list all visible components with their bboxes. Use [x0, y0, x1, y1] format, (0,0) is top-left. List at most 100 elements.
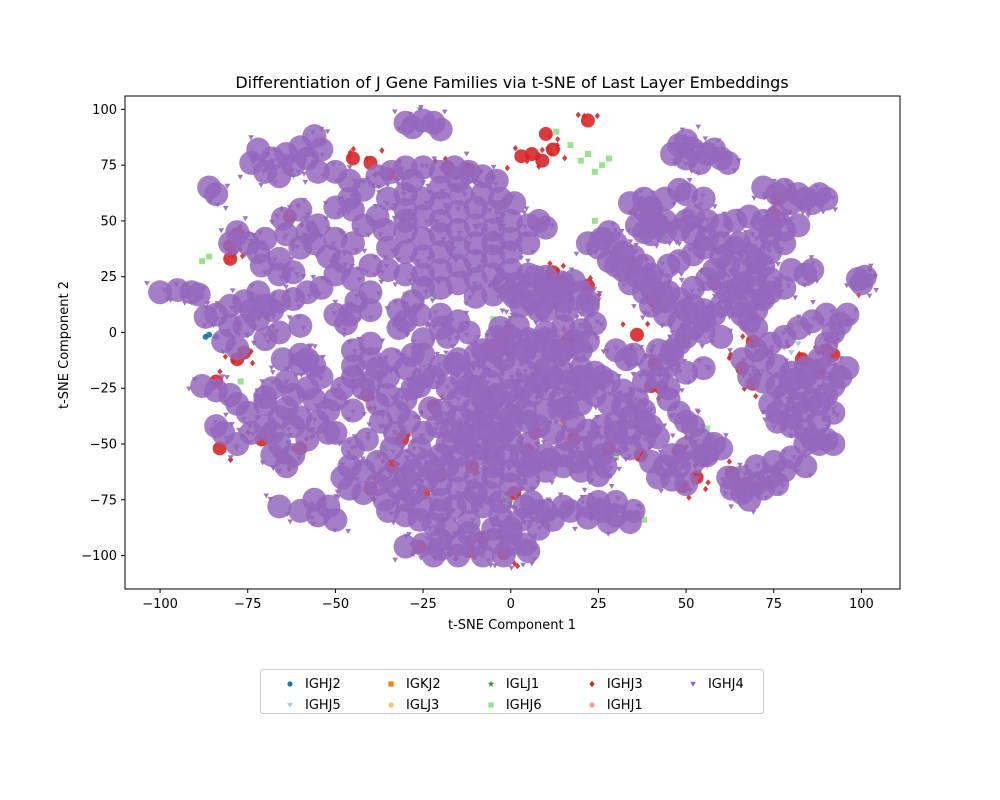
data-point-marker — [302, 395, 308, 401]
data-point-marker — [472, 478, 478, 484]
data-point-marker — [806, 414, 813, 419]
data-point-marker — [273, 329, 280, 335]
data-point-marker — [388, 511, 394, 517]
data-point-marker — [383, 355, 389, 361]
data-point-marker — [245, 314, 251, 320]
data-point-marker — [700, 281, 707, 287]
data-point-marker — [210, 323, 217, 329]
data-point-marker — [633, 243, 639, 248]
data-point-marker — [686, 178, 693, 183]
data-point-marker — [780, 383, 787, 389]
data-point-marker — [456, 231, 463, 237]
data-point-marker — [531, 462, 538, 467]
data-point-marker — [609, 509, 615, 515]
data-point-marker — [423, 290, 429, 296]
legend-item-IGLJ3: IGLJ3 — [372, 695, 450, 715]
data-point-marker — [387, 473, 394, 479]
data-point-marker — [220, 393, 227, 399]
x-axis-label: t-SNE Component 1 — [448, 618, 576, 633]
data-point — [393, 208, 418, 233]
data-point-marker — [868, 263, 874, 269]
data-point — [393, 262, 418, 287]
data-point — [540, 420, 565, 445]
data-point-marker — [605, 531, 612, 537]
data-point — [340, 231, 365, 256]
data-point-marker — [310, 275, 317, 280]
data-point-marker — [606, 518, 612, 524]
data-point — [393, 534, 418, 559]
data-point-marker — [350, 466, 357, 472]
data-point-marker — [398, 241, 404, 247]
data-point-marker — [642, 389, 649, 395]
data-point-marker — [830, 336, 837, 342]
data-point-marker — [377, 424, 384, 430]
data-point — [744, 249, 769, 274]
data-point-marker — [464, 455, 470, 461]
data-point-marker — [365, 436, 371, 442]
data-point — [288, 197, 313, 222]
data-point-marker — [727, 328, 734, 334]
data-point-marker — [511, 351, 517, 357]
plot-frame — [124, 95, 901, 590]
data-point-marker — [306, 294, 313, 299]
data-point-marker — [750, 510, 757, 515]
data-point-marker — [477, 409, 484, 414]
x-tick-label: 100 — [849, 597, 874, 612]
data-point-marker — [357, 305, 363, 311]
data-point-marker — [441, 398, 448, 404]
y-tick-label: −50 — [90, 438, 117, 453]
data-point-marker — [534, 336, 540, 342]
data-point-marker — [792, 295, 799, 301]
data-point-marker — [709, 458, 716, 464]
data-point-marker — [747, 493, 754, 499]
data-point-marker — [252, 324, 259, 330]
data-point-marker — [341, 332, 347, 338]
data-point-marker — [270, 315, 277, 320]
data-point-marker — [458, 529, 465, 535]
data-point-marker — [339, 196, 346, 202]
data-point-marker — [813, 184, 820, 190]
data-point-marker — [671, 201, 677, 207]
data-point-marker — [312, 344, 318, 350]
data-point-marker — [729, 251, 736, 257]
data-point-marker — [295, 170, 302, 175]
data-point-marker — [539, 522, 546, 528]
data-point-marker — [700, 193, 706, 199]
data-point-marker — [318, 367, 325, 373]
data-point-marker — [830, 195, 837, 201]
data-point-marker — [473, 442, 480, 448]
data-point-marker — [531, 557, 538, 563]
data-point-marker — [201, 286, 207, 292]
data-point-marker — [392, 557, 398, 563]
data-point-marker — [582, 325, 589, 330]
data-point-marker — [617, 390, 624, 396]
data-point-marker — [687, 321, 694, 327]
data-point-marker — [262, 270, 269, 275]
data-point — [554, 396, 579, 421]
data-point-marker — [723, 433, 729, 439]
data-point-marker — [573, 389, 579, 394]
data-point-marker — [420, 180, 427, 186]
data-point-marker — [567, 353, 574, 359]
data-point-marker — [825, 438, 831, 444]
data-point-marker — [707, 435, 714, 441]
data-point — [716, 465, 741, 490]
data-point-marker — [544, 387, 551, 393]
data-point-marker — [682, 342, 689, 348]
data-point-marker — [703, 485, 709, 493]
data-point-marker — [410, 372, 417, 378]
data-point-marker — [616, 466, 622, 472]
data-point-marker — [418, 479, 424, 485]
data-point-marker — [201, 323, 207, 329]
data-point-marker — [727, 269, 733, 274]
data-point-marker — [392, 282, 399, 288]
data-point-marker — [800, 267, 807, 273]
y-tick-label: 25 — [100, 270, 117, 285]
data-point-marker — [578, 312, 584, 317]
data-point — [793, 454, 818, 479]
data-point-marker — [419, 433, 425, 439]
data-point — [533, 215, 558, 240]
data-point-marker — [635, 503, 641, 509]
data-point-marker — [832, 443, 839, 449]
data-point-marker — [406, 491, 412, 497]
